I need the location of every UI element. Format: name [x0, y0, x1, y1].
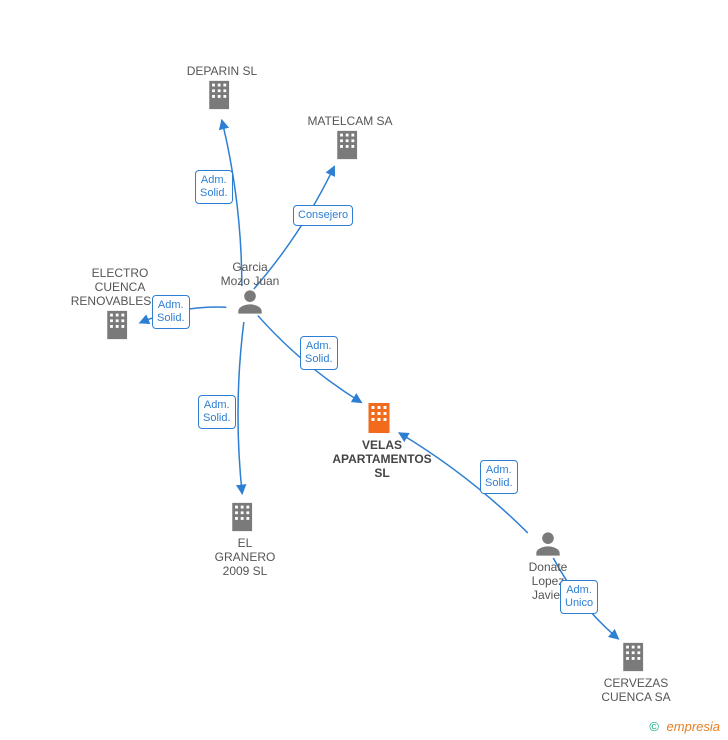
node-label: EL GRANERO 2009 SL	[185, 536, 305, 578]
node-label: CERVEZAS CUENCA SA	[576, 676, 696, 704]
company-node[interactable]: DEPARIN SL	[162, 62, 282, 112]
edge-label: Adm. Solid.	[195, 170, 233, 204]
diagram-canvas: Garcia Mozo JuanDonate Lopez JavierDEPAR…	[0, 0, 728, 740]
building-icon	[619, 640, 653, 674]
copyright-symbol: ©	[649, 719, 659, 734]
node-label: MATELCAM SA	[290, 114, 410, 128]
footer: © empresia	[649, 719, 720, 734]
edge-label: Adm. Solid.	[198, 395, 236, 429]
node-label: DEPARIN SL	[162, 64, 282, 78]
building-icon	[228, 500, 262, 534]
edge-label: Adm. Solid.	[300, 336, 338, 370]
building-icon	[103, 308, 137, 342]
company-node[interactable]: CERVEZAS CUENCA SA	[576, 640, 696, 704]
node-label: VELAS APARTAMENTOS SL	[322, 438, 442, 480]
edges-layer	[0, 0, 728, 740]
brand-label: empresia	[667, 719, 720, 734]
company-node[interactable]: VELAS APARTAMENTOS SL	[322, 400, 442, 480]
person-node[interactable]: Garcia Mozo Juan	[190, 258, 310, 316]
company-node[interactable]: EL GRANERO 2009 SL	[185, 500, 305, 578]
edge-label: Adm. Unico	[560, 580, 598, 614]
edge-label: Consejero	[293, 205, 353, 226]
building-icon	[205, 78, 239, 112]
person-icon	[236, 288, 264, 316]
edge-label: Adm. Solid.	[480, 460, 518, 494]
edge-label: Adm. Solid.	[152, 295, 190, 329]
building-icon	[364, 400, 400, 436]
company-node[interactable]: MATELCAM SA	[290, 112, 410, 162]
edge-line	[238, 322, 244, 494]
person-icon	[534, 530, 562, 558]
building-icon	[333, 128, 367, 162]
node-label: Garcia Mozo Juan	[190, 260, 310, 288]
